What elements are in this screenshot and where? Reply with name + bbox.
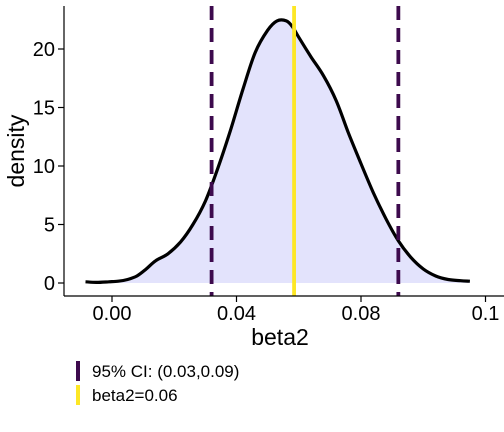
x-tick-label: 0.00 [93,303,132,325]
legend-label: beta2=0.06 [92,386,178,405]
y-axis-title: density [3,114,29,187]
x-tick-label: 0.08 [342,303,381,325]
density-area [86,20,470,283]
y-tick-label: 5 [44,215,55,237]
x-axis-title: beta2 [251,324,309,350]
x-tick-label: 0.04 [217,303,256,325]
y-tick-label: 0 [44,273,55,295]
x-tick-label: 0.1 [472,303,500,325]
legend: 95% CI: (0.03,0.09) beta2=0.06 [78,361,239,405]
legend-label: 95% CI: (0.03,0.09) [92,362,239,381]
plot-area [86,6,470,296]
y-tick-label: 10 [33,156,55,178]
y-tick-label: 20 [33,39,55,61]
y-tick-label: 15 [33,98,55,120]
